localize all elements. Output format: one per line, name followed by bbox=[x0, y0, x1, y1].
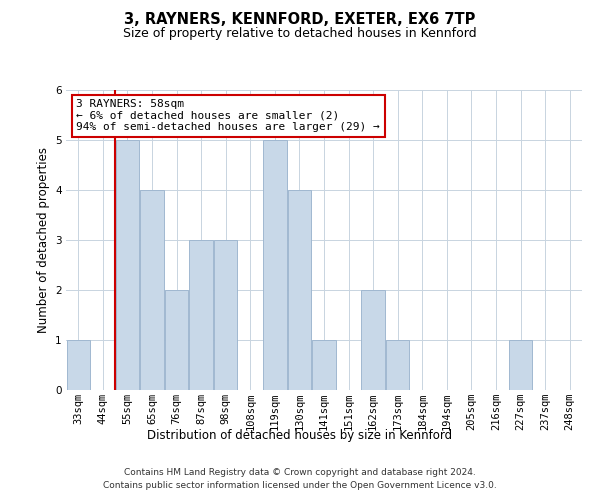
Text: Size of property relative to detached houses in Kennford: Size of property relative to detached ho… bbox=[123, 28, 477, 40]
Bar bbox=[140, 190, 164, 390]
Y-axis label: Number of detached properties: Number of detached properties bbox=[37, 147, 50, 333]
Bar bbox=[288, 190, 311, 390]
Bar bbox=[361, 290, 385, 390]
Text: Contains public sector information licensed under the Open Government Licence v3: Contains public sector information licen… bbox=[103, 480, 497, 490]
Bar bbox=[313, 340, 335, 390]
Bar bbox=[67, 340, 90, 390]
Bar bbox=[214, 240, 238, 390]
Text: Distribution of detached houses by size in Kennford: Distribution of detached houses by size … bbox=[148, 428, 452, 442]
Bar bbox=[263, 140, 287, 390]
Bar bbox=[190, 240, 213, 390]
Bar bbox=[116, 140, 139, 390]
Bar bbox=[509, 340, 532, 390]
Text: Contains HM Land Registry data © Crown copyright and database right 2024.: Contains HM Land Registry data © Crown c… bbox=[124, 468, 476, 477]
Text: 3, RAYNERS, KENNFORD, EXETER, EX6 7TP: 3, RAYNERS, KENNFORD, EXETER, EX6 7TP bbox=[124, 12, 476, 28]
Bar bbox=[386, 340, 409, 390]
Text: 3 RAYNERS: 58sqm
← 6% of detached houses are smaller (2)
94% of semi-detached ho: 3 RAYNERS: 58sqm ← 6% of detached houses… bbox=[76, 99, 380, 132]
Bar bbox=[165, 290, 188, 390]
